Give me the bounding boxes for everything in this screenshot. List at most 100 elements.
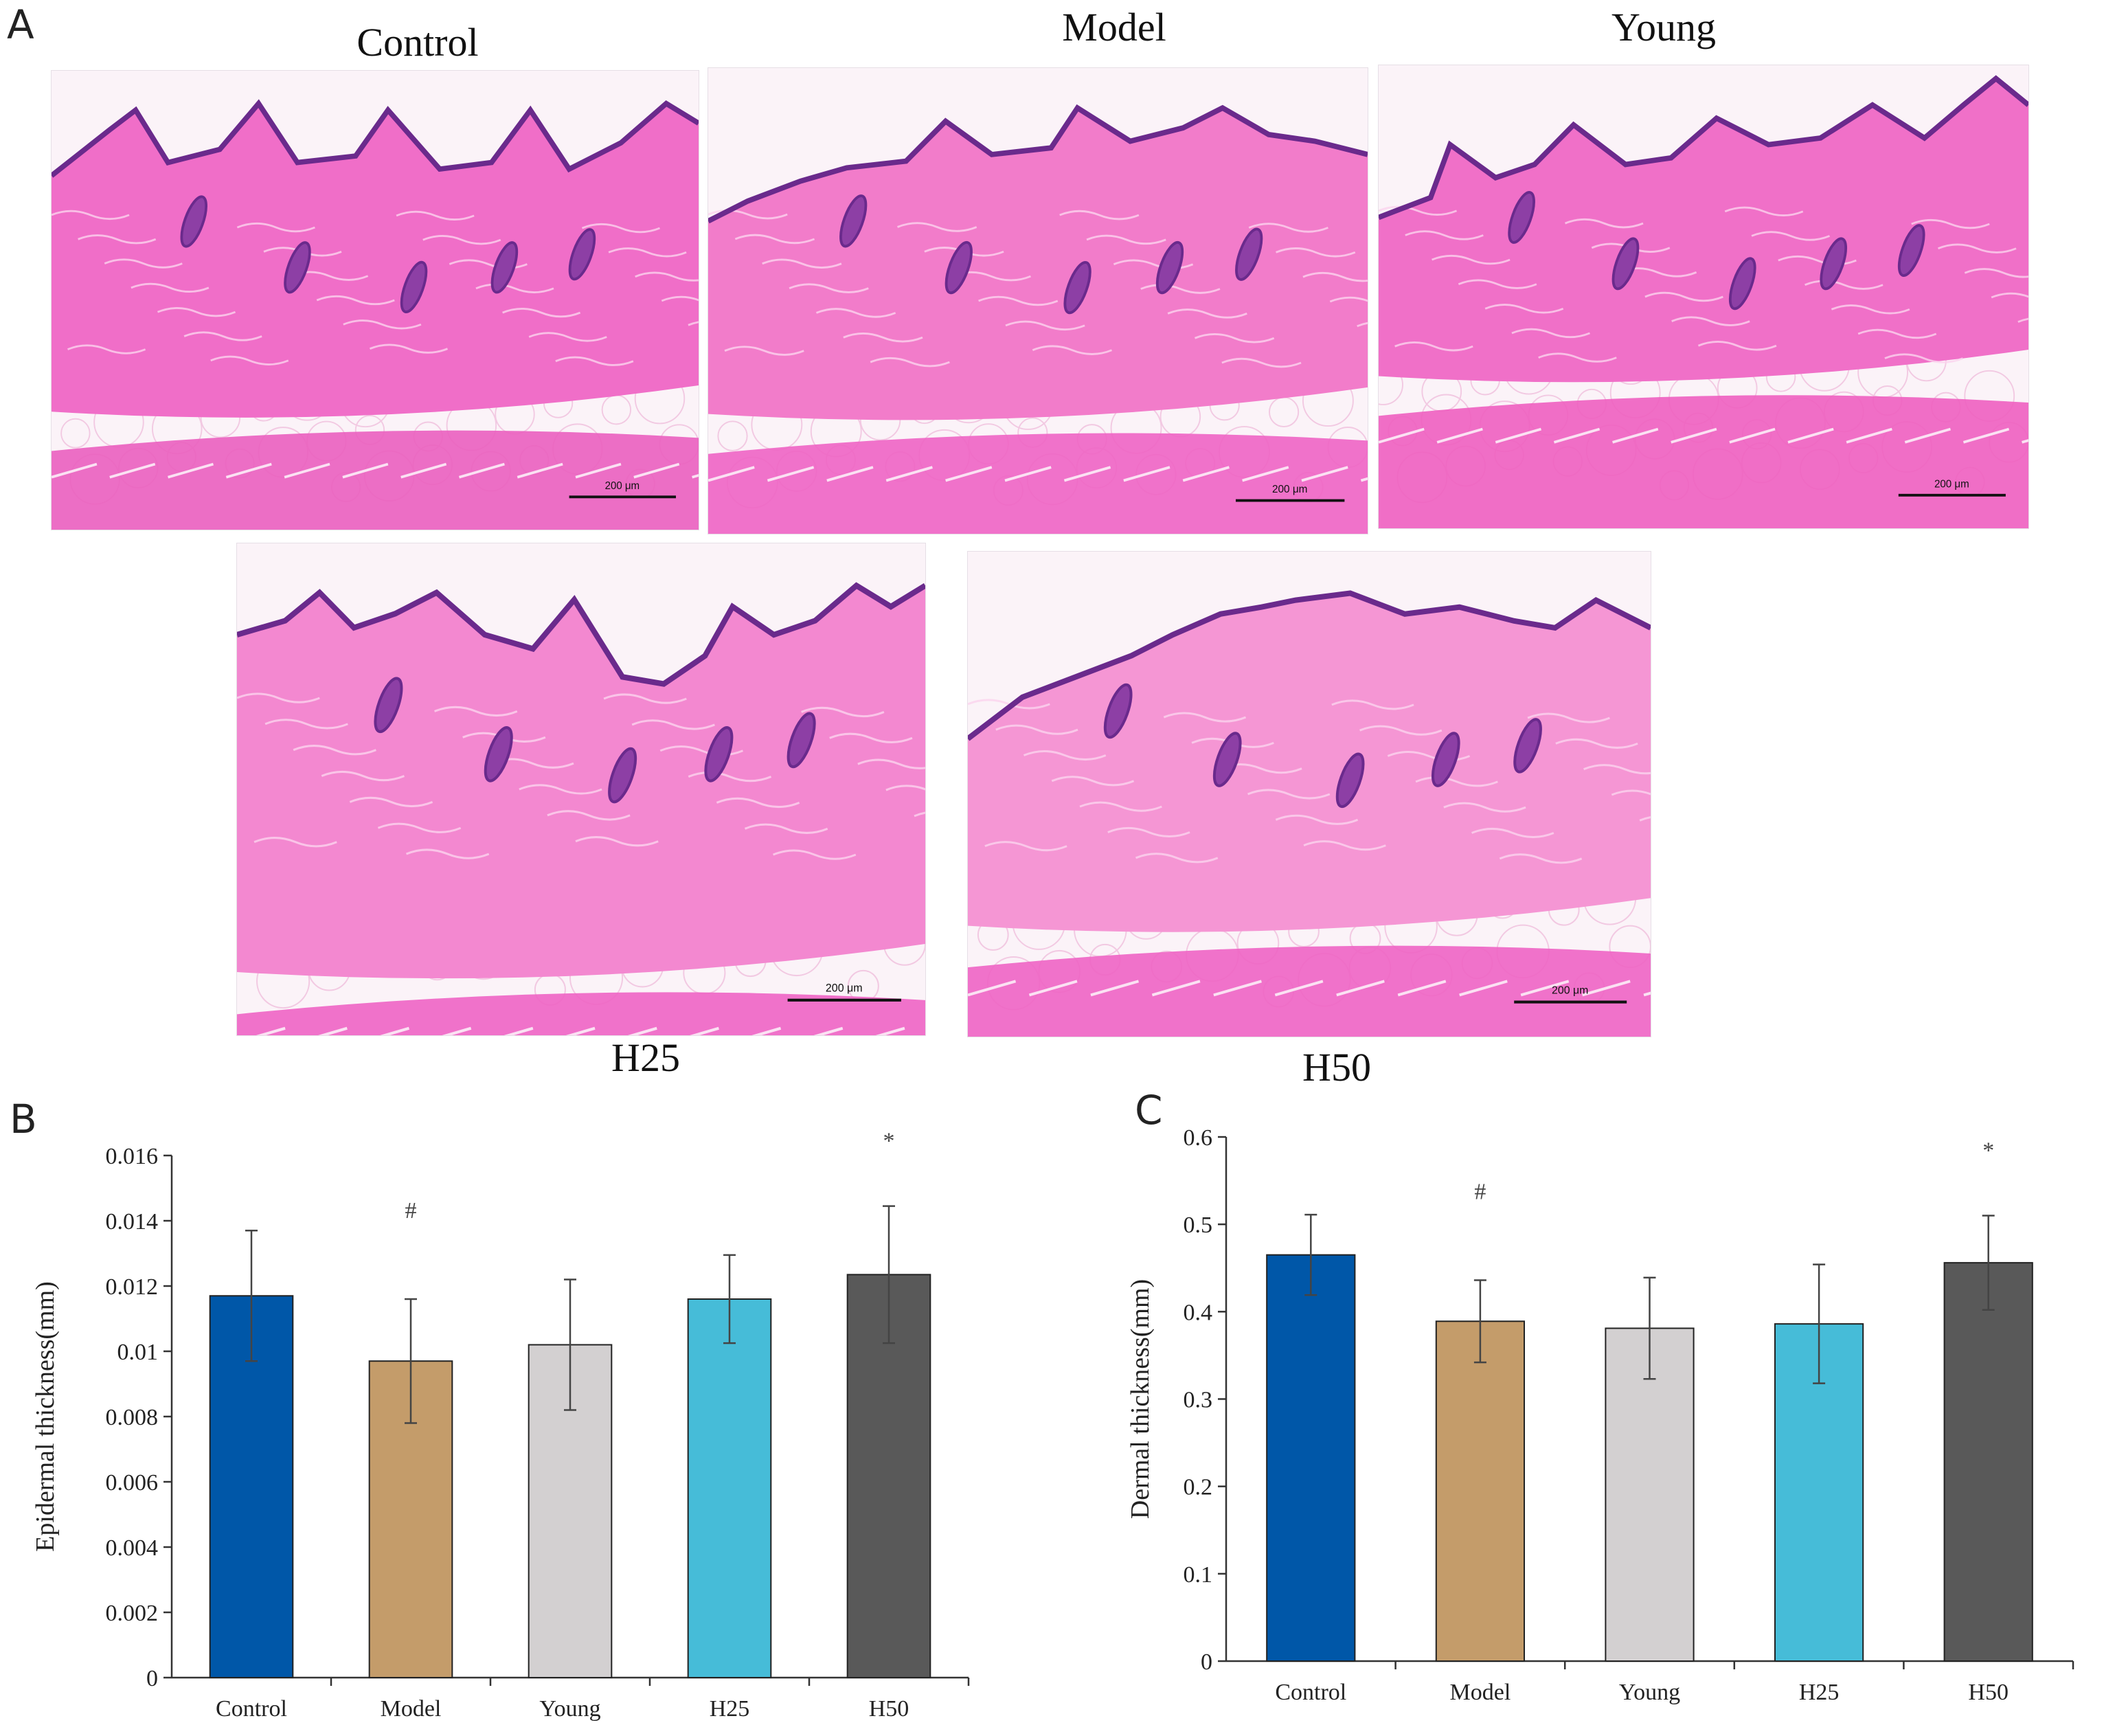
micrograph-control: 200 μm — [51, 70, 699, 530]
hair-follicle — [180, 195, 208, 248]
muscle-fiber — [1436, 427, 1483, 444]
muscle-fiber — [968, 980, 1017, 997]
collagen-fiber — [321, 770, 405, 782]
y-tick-label: 0.002 — [106, 1601, 159, 1626]
hair-follicle — [704, 726, 734, 782]
collagen-fiber — [547, 810, 631, 821]
y-tick-label: 0.5 — [1184, 1213, 1213, 1238]
significance-mark: # — [1474, 1180, 1486, 1205]
collagen-fiber — [708, 209, 788, 220]
y-tick-label: 0.6 — [1184, 1125, 1213, 1151]
collagen-fiber — [1086, 234, 1166, 245]
x-tick-label: Model — [381, 1696, 442, 1722]
hair-follicle — [1431, 732, 1460, 787]
muscle-fiber — [1301, 466, 1348, 482]
muscle-fiber — [109, 462, 156, 479]
collagen-fiber — [773, 849, 857, 860]
hair-follicle — [1728, 257, 1756, 311]
hair-follicle — [1212, 732, 1242, 787]
adipose-cell — [60, 418, 91, 449]
collagen-fiber — [1135, 853, 1219, 864]
chart-svg: Dermal thickness(mm) 0 0.1 0.2 0.3 0.4 0.5 0.6 C… — [1127, 1125, 2074, 1705]
micrograph-illustration: 200 μm — [237, 543, 925, 1035]
y-tick-label: 0.4 — [1184, 1300, 1213, 1325]
micrograph-h25: 200 μm — [236, 543, 926, 1036]
collagen-fiber — [67, 344, 146, 354]
micrograph-h50: 200 μm — [967, 551, 1651, 1037]
muscle-fiber — [256, 1026, 286, 1035]
muscle-fiber — [1671, 427, 1717, 444]
hair-follicle — [1235, 227, 1263, 281]
micrograph-title-h50: H50 — [1302, 1045, 1371, 1090]
collagen-fiber — [1443, 802, 1526, 813]
hair-follicle — [944, 240, 973, 295]
collagen-fiber — [1379, 205, 1458, 216]
y-tick-label: 0.012 — [106, 1274, 159, 1300]
collagen-fiber — [1107, 826, 1190, 838]
micrograph-illustration: 200 μm — [52, 71, 699, 530]
x-tick-label: H50 — [869, 1696, 909, 1722]
collagen-fiber — [1611, 789, 1651, 796]
chart-svg: Epidermal thickness(mm) 0 0.002 0.004 0.006 0… — [31, 1129, 970, 1722]
collagen-fiber — [1964, 268, 2028, 278]
collagen-fiber — [1023, 749, 1107, 761]
collagen-fiber — [1499, 853, 1583, 864]
muscle-fiber — [1182, 466, 1230, 482]
bar-control — [1266, 1254, 1356, 1662]
scale-bar-label: 200 μm — [1272, 484, 1307, 495]
collagen-fiber — [1113, 259, 1194, 269]
collagen-fiber — [1458, 279, 1537, 289]
collagen-fiber — [349, 796, 433, 808]
hair-follicle — [1508, 191, 1535, 244]
muscle-fiber — [1962, 427, 2010, 444]
collagen-fiber — [843, 332, 923, 343]
collagen-fiber — [475, 283, 554, 293]
micrograph-illustration: 200 μm — [1379, 65, 2028, 528]
scale-bar-label: 200 μm — [1552, 984, 1588, 996]
collagen-fiber — [396, 210, 475, 221]
hair-follicle — [490, 241, 519, 294]
collagen-fiber — [857, 758, 925, 769]
muscle-fiber — [1904, 427, 1951, 444]
bar-model — [368, 1360, 453, 1678]
collagen-fiber — [1751, 231, 1831, 241]
collagen-fiber — [1276, 247, 1356, 258]
collagen-fiber — [264, 719, 348, 730]
collagen-fiber — [789, 283, 869, 293]
collagen-fiber — [237, 692, 320, 703]
collagen-fiber — [1331, 699, 1414, 710]
muscle-fiber — [442, 1026, 472, 1035]
muscle-layer — [1379, 395, 2028, 528]
muscle-fiber — [400, 462, 447, 479]
collagen-fiber — [52, 210, 130, 221]
x-tick-label: Control — [216, 1696, 287, 1722]
collagen-fiber — [659, 745, 744, 756]
muscle-fiber — [1612, 427, 1659, 444]
dermis-layer — [968, 593, 1651, 932]
collagen-fiber — [1778, 255, 1857, 266]
collagen-fiber — [131, 282, 210, 293]
epidermis-layer — [52, 99, 699, 178]
muscle-fiber — [1242, 466, 1289, 482]
y-tick-label: 0.008 — [106, 1405, 159, 1430]
muscle-fiber — [1379, 427, 1425, 444]
collagen-fiber — [422, 235, 501, 245]
y-tick-label: 0.1 — [1184, 1562, 1213, 1588]
collagen-fiber — [978, 295, 1059, 306]
y-tick-label: 0 — [146, 1666, 158, 1691]
y-tick-label: 0 — [1201, 1649, 1212, 1675]
micrograph-title-h25: H25 — [611, 1035, 680, 1080]
micrograph-young: 200 μm — [1378, 65, 2029, 529]
hair-follicle — [608, 747, 637, 804]
panel-label-c: C — [1135, 1087, 1163, 1134]
y-tick-label: 0.014 — [106, 1209, 159, 1235]
bar-model — [1435, 1320, 1526, 1662]
muscle-fiber — [813, 1026, 844, 1035]
collagen-fiber — [1005, 320, 1085, 331]
muscle-fiber — [565, 1026, 596, 1035]
collagen-fiber — [762, 258, 842, 269]
y-tick-label: 0.01 — [117, 1340, 159, 1365]
collagen-fiber — [157, 307, 236, 317]
collagen-fiber — [744, 823, 828, 834]
collagen-fiber — [1079, 801, 1162, 812]
